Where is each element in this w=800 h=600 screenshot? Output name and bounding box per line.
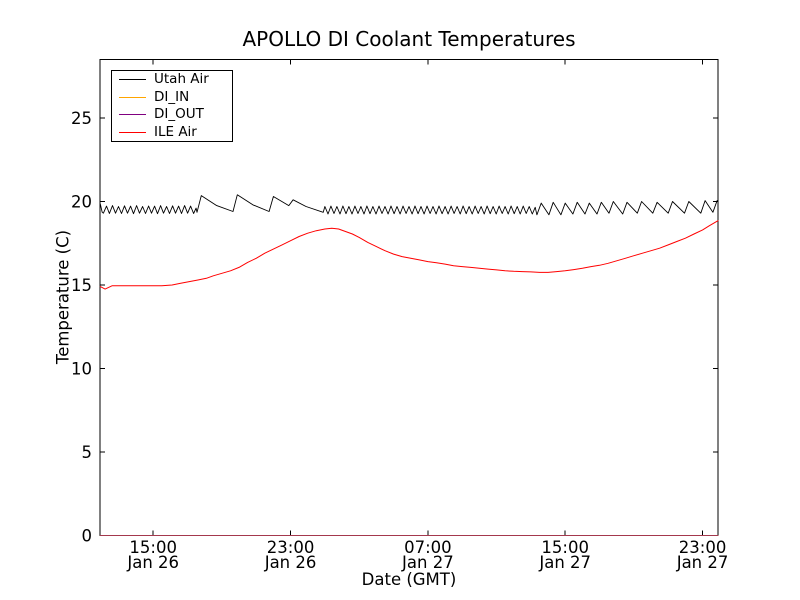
legend-label: DI_IN — [154, 88, 190, 105]
legend-line-di-in — [119, 96, 146, 98]
x-tick-label: Jan 26 — [126, 553, 179, 572]
legend-label: DI_OUT — [154, 106, 204, 123]
legend-line-ile-air — [119, 131, 146, 133]
legend-label: ILE Air — [154, 123, 197, 140]
x-tick-label: Jan 27 — [401, 553, 454, 572]
x-tick-label: 23:00 — [267, 538, 315, 557]
y-tick-label: 25 — [71, 109, 92, 128]
legend-item-di-in: DI_IN — [119, 88, 232, 105]
y-tick-label: 10 — [71, 359, 92, 378]
legend: Utah Air DI_IN DI_OUT ILE Air — [111, 70, 233, 142]
legend-item-utah-air: Utah Air — [119, 72, 232, 87]
series-line-ile-air — [99, 220, 719, 290]
chart-title: APOLLO DI Coolant Temperatures — [242, 27, 576, 51]
y-tick-label: 0 — [82, 527, 93, 546]
legend-item-di-out: DI_OUT — [119, 107, 232, 122]
y-tick-label: 15 — [71, 276, 92, 295]
x-tick-label: Jan 27 — [538, 553, 591, 572]
legend-item-ile-air: ILE Air — [119, 123, 232, 140]
legend-line-di-out — [119, 114, 146, 116]
x-tick-label: 15:00 — [541, 538, 589, 557]
x-tick-label: 15:00 — [129, 538, 177, 557]
x-tick-label: Jan 27 — [676, 553, 729, 572]
y-tick-label: 20 — [71, 192, 92, 211]
legend-label: Utah Air — [154, 71, 209, 88]
y-tick-label: 5 — [82, 443, 93, 462]
x-axis-label: Date (GMT) — [361, 570, 457, 589]
series-line-utah-air — [99, 194, 719, 216]
legend-line-utah-air — [119, 79, 146, 81]
x-tick-label: 07:00 — [404, 538, 452, 557]
x-tick-label: Jan 26 — [264, 553, 317, 572]
x-tick-label: 23:00 — [679, 538, 727, 557]
